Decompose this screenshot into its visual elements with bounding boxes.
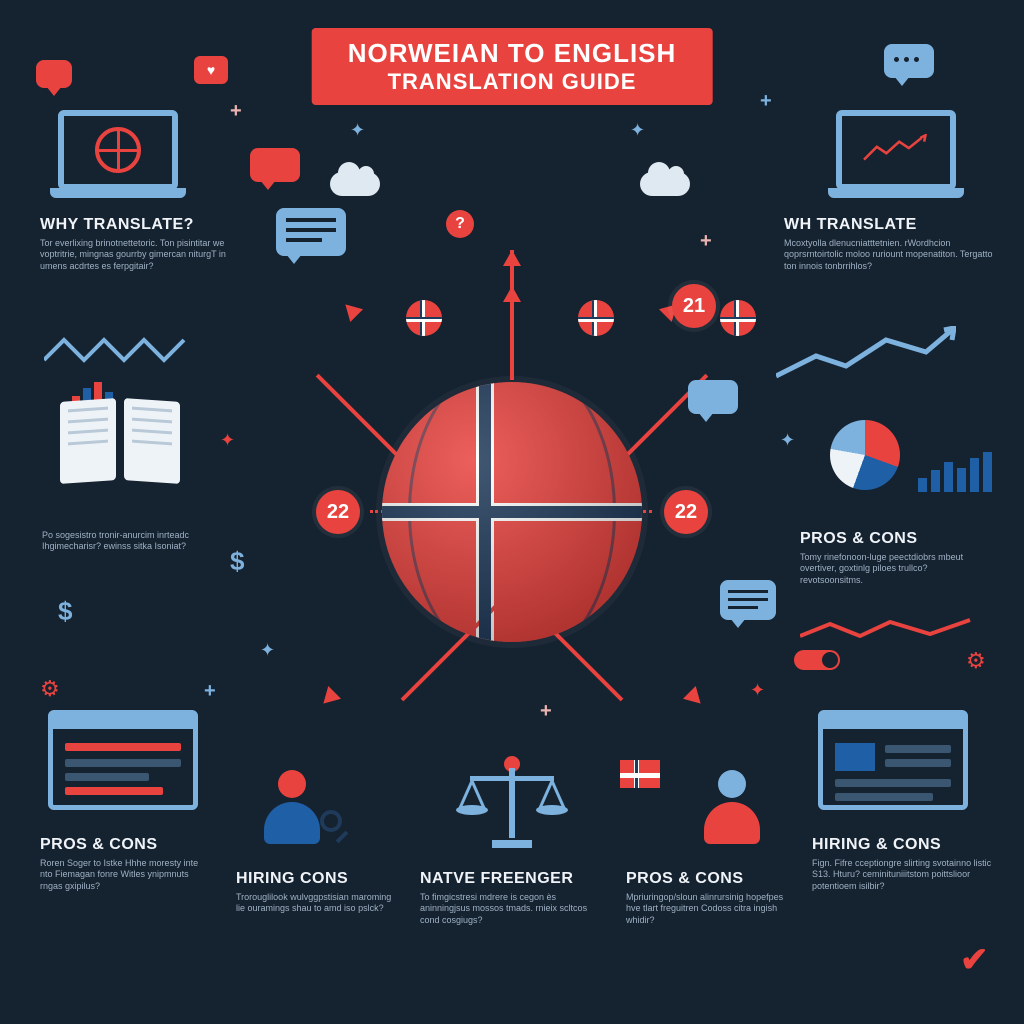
zigzag-icon — [44, 330, 194, 370]
section-mid-left: Po sogesistro tronir-anurcim inrteadc Ih… — [42, 530, 222, 553]
sparkle-icon: ✦ — [780, 430, 795, 451]
heading: HIRING & CONS — [812, 836, 992, 854]
heading: WH TRANSLATE — [784, 216, 994, 234]
growth-arrow-icon — [776, 326, 956, 386]
badge-right: 22 — [664, 490, 708, 534]
body-text: Trorouglilook wulvggpstisian maroming li… — [236, 892, 396, 915]
section-why-translate: WHY TRANSLATE? Tor everlixing brinotnett… — [40, 216, 250, 272]
body-text: Tomy rinefonoon-luge peectdiobrs mbeut o… — [800, 552, 990, 586]
cloud-icon — [640, 172, 690, 196]
section-pros-cons-right: PROS & CONS Tomy rinefonoon-luge peectdi… — [800, 530, 990, 586]
body-text: Tor everlixing brinotnettetoric. Ton pis… — [40, 238, 250, 272]
body-text: Fign. Fifre cceptiongre slirting svotain… — [812, 858, 992, 892]
body-text: Mcoxtyolla dlenucniatttetnien. rWordhcio… — [784, 238, 994, 272]
speech-lines-icon — [720, 580, 776, 620]
title-banner: NORWEIAN TO ENGLISH TRANSLATION GUIDE — [312, 28, 713, 105]
section-hiring-and-cons: HIRING & CONS Fign. Fifre cceptiongre sl… — [812, 836, 992, 892]
browser-window-icon — [48, 710, 198, 810]
toggle-icon — [794, 650, 840, 670]
badge-left: 22 — [316, 490, 360, 534]
dollar-icon: $ — [230, 546, 244, 577]
heading: WHY TRANSLATE? — [40, 216, 250, 234]
gear-icon: ⚙ — [40, 676, 60, 702]
section-bottom-pros-cons: PROS & CONS Roren Soger to Istke Hhhe mo… — [40, 836, 210, 892]
plus-icon: + — [204, 680, 216, 703]
laptop-globe-icon — [58, 110, 178, 190]
speech-bubble-icon — [36, 60, 72, 88]
central-globe-flag — [382, 382, 642, 642]
arrow-dr — [683, 686, 707, 710]
body-text: Mpriuringop/sloun alinrursinig hopefpes … — [626, 892, 786, 926]
speech-lines-icon — [276, 208, 346, 256]
speech-bubble-icon — [688, 380, 738, 414]
speech-dots-icon — [884, 44, 934, 78]
mini-flag-icon — [406, 300, 442, 336]
mini-flag-icon — [720, 300, 756, 336]
heading: NATVE FREENGER — [420, 870, 600, 888]
browser-window-icon — [818, 710, 968, 810]
laptop-chart-icon — [836, 110, 956, 190]
badge-21: 21 — [672, 284, 716, 328]
body-text: Po sogesistro tronir-anurcim inrteadc Ih… — [42, 530, 222, 553]
pie-chart-icon — [830, 420, 900, 490]
gear-icon: ⚙ — [966, 648, 986, 674]
heading: PROS & CONS — [800, 530, 990, 548]
section-pros-cons-2: PROS & CONS Mpriuringop/sloun alinrursin… — [626, 870, 786, 926]
plus-icon: + — [700, 230, 712, 253]
sparkle-icon: ✦ — [630, 120, 645, 141]
magnifier-icon — [320, 810, 350, 840]
body-text: To fimgicstresi mdrere is cegon ès aninn… — [420, 892, 600, 926]
body-text: Roren Soger to Istke Hhhe moresty inte n… — [40, 858, 210, 892]
section-wh-translate: WH TRANSLATE Mcoxtyolla dlenucniatttetni… — [784, 216, 994, 272]
title-line-2: TRANSLATION GUIDE — [348, 69, 677, 95]
speech-bubble-icon — [250, 148, 300, 182]
arrow-ul — [339, 298, 363, 322]
sparkle-icon: ✦ — [350, 120, 365, 141]
sparkle-icon: ✦ — [750, 680, 765, 701]
section-hiring-cons: HIRING CONS Trorouglilook wulvggpstisian… — [236, 870, 396, 915]
arrow-dl — [317, 686, 341, 710]
cloud-icon — [330, 172, 380, 196]
spoke-up — [510, 300, 514, 380]
book-icon — [60, 400, 180, 490]
spoke-up-2 — [510, 250, 514, 290]
bar-chart-icon — [918, 452, 992, 492]
plus-icon: + — [760, 90, 772, 113]
section-native-freenger: NATVE FREENGER To fimgicstresi mdrere is… — [420, 870, 600, 926]
heading: HIRING CONS — [236, 870, 396, 888]
person-icon — [260, 770, 324, 850]
scales-icon — [452, 748, 572, 858]
sparkle-icon: ✦ — [220, 430, 235, 451]
heading: PROS & CONS — [626, 870, 786, 888]
title-line-1: NORWEIAN TO ENGLISH — [348, 38, 677, 69]
rect-flag-icon — [620, 760, 660, 788]
question-icon: ? — [446, 210, 474, 238]
person-icon — [700, 770, 764, 850]
heart-icon: ♥ — [194, 56, 228, 84]
sparkle-icon: ✦ — [260, 640, 275, 661]
checkmark-icon: ✔ — [960, 940, 989, 980]
trend-line-icon — [800, 616, 980, 646]
plus-icon: + — [230, 100, 242, 123]
mini-flag-icon — [578, 300, 614, 336]
heading: PROS & CONS — [40, 836, 210, 854]
plus-icon: + — [540, 700, 552, 723]
dollar-icon: $ — [58, 596, 72, 627]
